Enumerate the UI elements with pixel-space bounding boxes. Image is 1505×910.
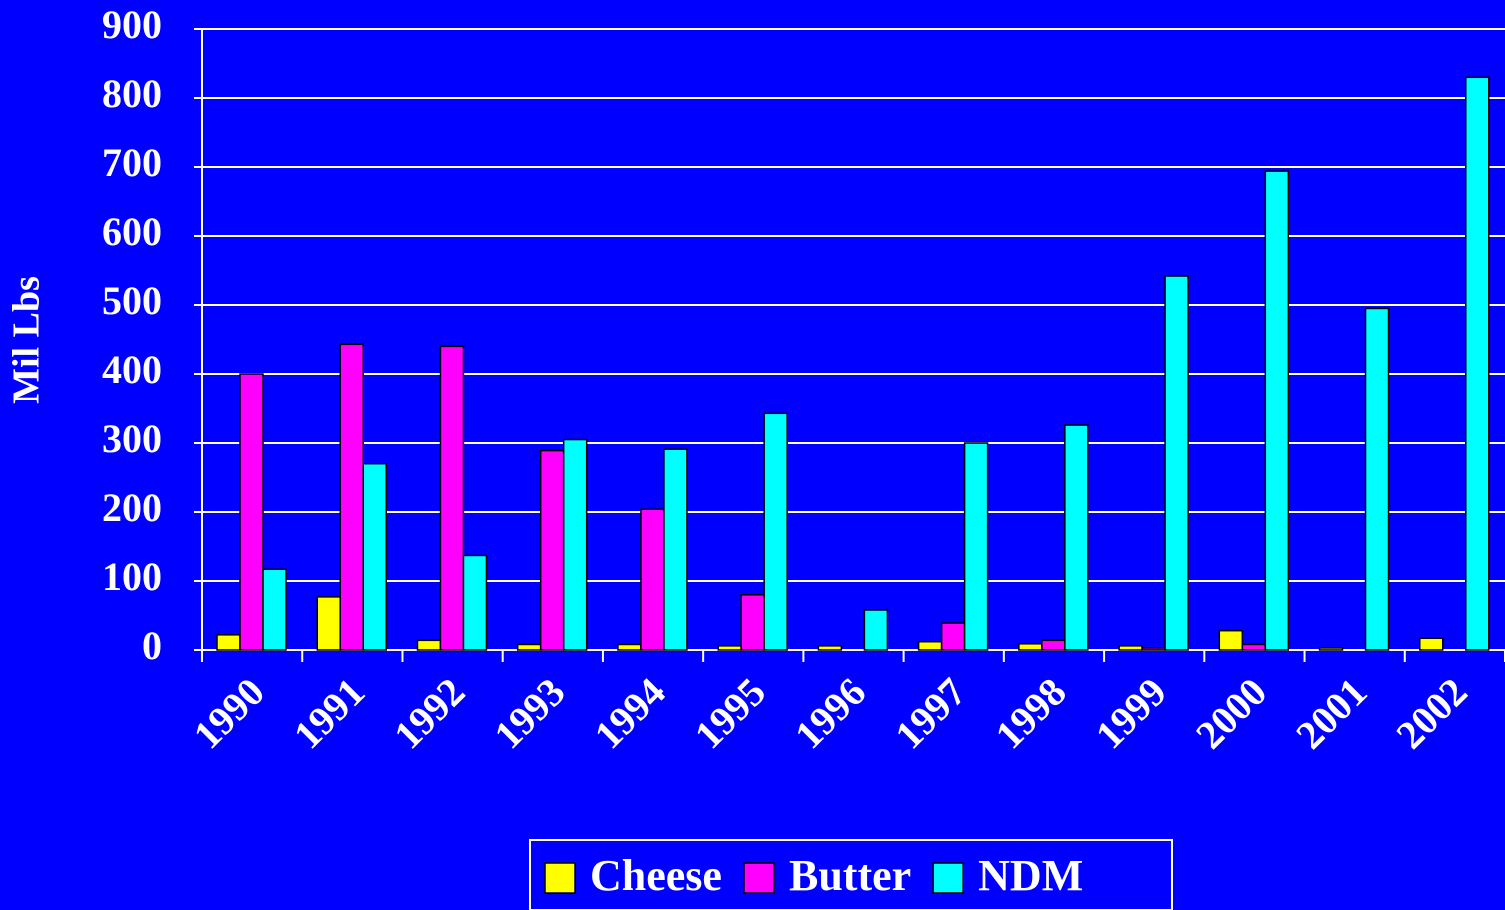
- bar: [362, 462, 387, 651]
- y-tick-label: 400: [102, 347, 162, 392]
- bar: [717, 645, 742, 651]
- y-tick-label: 600: [102, 209, 162, 254]
- bar: [539, 449, 565, 651]
- bar: [1041, 639, 1066, 651]
- bar: [1018, 643, 1043, 651]
- bar: [316, 596, 341, 651]
- bar: [763, 412, 788, 651]
- bar: [216, 634, 241, 651]
- legend-swatch: [932, 862, 964, 894]
- bar: [462, 554, 488, 651]
- bar: [439, 345, 465, 651]
- bar: [1318, 647, 1344, 651]
- bar: [1241, 643, 1267, 651]
- bar: [917, 640, 943, 651]
- bar: [640, 508, 665, 651]
- bar: [740, 594, 765, 651]
- bar: [617, 643, 642, 651]
- bar: [1364, 307, 1390, 651]
- legend-label: Cheese: [590, 851, 722, 900]
- bar: [562, 438, 588, 651]
- bar: [940, 622, 966, 651]
- bar: [1064, 424, 1089, 651]
- y-tick-label: 0: [142, 623, 162, 668]
- y-tick-label: 200: [102, 485, 162, 530]
- bar: [1218, 629, 1244, 651]
- bar: [1465, 76, 1490, 651]
- bar: [239, 373, 264, 651]
- bar: [863, 609, 889, 651]
- bar: [416, 639, 442, 651]
- bar: [963, 442, 989, 651]
- legend-box: [529, 839, 1173, 910]
- legend-label: NDM: [978, 851, 1083, 900]
- bar: [262, 568, 287, 651]
- y-tick-label: 100: [102, 554, 162, 599]
- y-axis-label: Mil Lbs: [6, 276, 48, 404]
- bar: [1118, 645, 1143, 651]
- bar: [663, 448, 688, 651]
- y-tick-label: 500: [102, 278, 162, 323]
- bar: [516, 643, 542, 651]
- bar: [1164, 275, 1189, 651]
- legend-label: Butter: [789, 851, 911, 900]
- bar: [1419, 637, 1444, 651]
- legend-swatch: [743, 862, 775, 894]
- legend-swatch: [544, 862, 576, 894]
- y-tick-label: 800: [102, 71, 162, 116]
- bar: [1264, 170, 1290, 651]
- y-tick-label: 700: [102, 140, 162, 185]
- bar: [817, 645, 843, 651]
- bar: [1141, 647, 1166, 651]
- bar: [339, 343, 364, 651]
- y-tick-label: 900: [102, 2, 162, 47]
- y-tick-label: 300: [102, 416, 162, 461]
